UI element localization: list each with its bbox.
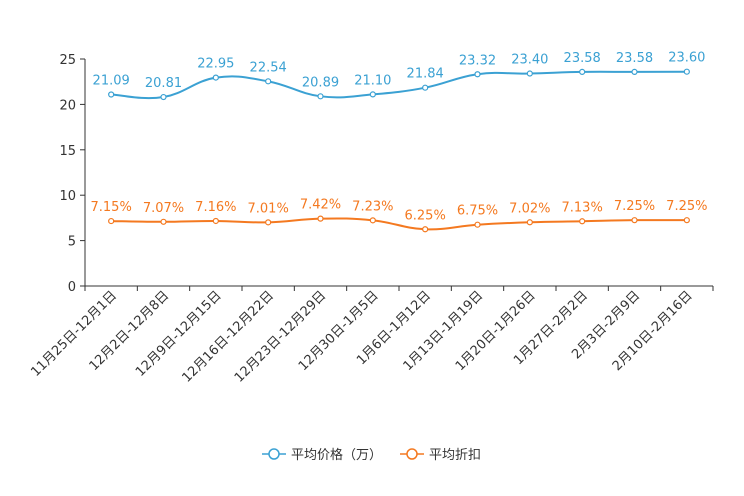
data-point[interactable] [579,218,586,225]
series-average-discount: 7.15% 7.07% 7.16% 7.01% 7.42% 7.23% 6.25% 6.75%… [91,198,707,233]
data-label: 7.25% [614,199,655,214]
data-point[interactable] [369,217,376,224]
legend-label: 平均价格（万） [291,447,382,463]
data-label: 23.40 [511,53,548,68]
data-label: 7.01% [248,201,289,216]
y-tick-label: 5 [68,235,76,250]
data-point[interactable] [160,93,167,101]
data-point[interactable] [526,70,533,77]
legend[interactable]: 平均价格（万） 平均折扣 [262,447,481,463]
data-point[interactable] [474,71,481,78]
x-tick-label: 11月25日-12月1日 [28,288,120,380]
data-point[interactable] [108,91,115,98]
data-label: 7.23% [352,199,393,214]
data-label: 22.95 [197,57,234,72]
data-label: 6.75% [457,204,498,219]
data-point[interactable] [422,226,429,233]
data-label: 21.09 [93,74,130,89]
y-tick-label: 10 [59,189,76,204]
y-axis-ticks: 0 5 10 15 20 25 [59,53,85,295]
x-tick-label: 12月23日-12月29日 [232,288,329,385]
data-label: 7.07% [143,201,184,216]
data-label: 23.60 [668,51,705,66]
data-label: 7.16% [195,200,236,215]
data-point[interactable] [108,217,115,225]
data-label: 7.42% [300,198,341,213]
data-point[interactable] [265,78,272,85]
data-label: 23.32 [459,53,496,68]
series-average-price: 21.09 20.81 22.95 22.54 20.89 21.10 21.84 23.32… [93,51,705,101]
data-label: 7.13% [562,200,603,215]
data-label: 7.25% [666,199,707,214]
data-point[interactable] [579,68,586,75]
data-point[interactable] [474,221,481,228]
data-point[interactable] [212,217,219,225]
data-label: 23.58 [564,51,601,66]
data-point[interactable] [160,218,167,225]
data-label: 23.58 [616,51,653,66]
y-tick-label: 15 [59,144,76,159]
y-tick-label: 20 [59,98,76,113]
legend-item-average-price[interactable]: 平均价格（万） [262,447,382,463]
data-label: 22.54 [250,60,287,75]
data-label: 21.10 [354,73,391,88]
data-point[interactable] [369,91,376,98]
y-tick-label: 0 [68,280,76,295]
legend-marker-icon [406,448,418,460]
legend-item-average-discount[interactable]: 平均折扣 [400,448,481,463]
data-label: 7.15% [91,200,132,215]
legend-label: 平均折扣 [429,448,481,463]
series-line [111,217,687,231]
data-point[interactable] [317,93,324,100]
data-label: 7.02% [509,201,550,216]
data-point[interactable] [683,68,690,75]
x-axis-ticks: 11月25日-12月1日12月2日-12月8日12月9日-12月15日12月16… [28,286,714,386]
data-label: 20.81 [145,76,182,91]
legend-marker-icon [268,448,280,460]
x-tick-label: 12月16日-12月22日 [180,288,277,385]
data-point[interactable] [683,217,690,224]
series-line [111,70,687,100]
data-point[interactable] [631,68,638,75]
data-point[interactable] [422,84,429,91]
series-layer: 21.09 20.81 22.95 22.54 20.89 21.10 21.84 23.32… [91,51,707,233]
data-point[interactable] [265,219,272,226]
y-tick-label: 25 [59,53,76,68]
data-label: 20.89 [302,75,339,90]
data-point[interactable] [631,217,638,224]
data-label: 6.25% [405,208,446,223]
data-label: 21.84 [407,67,444,82]
data-point[interactable] [317,215,324,222]
data-point[interactable] [526,219,533,226]
data-point[interactable] [212,74,219,81]
